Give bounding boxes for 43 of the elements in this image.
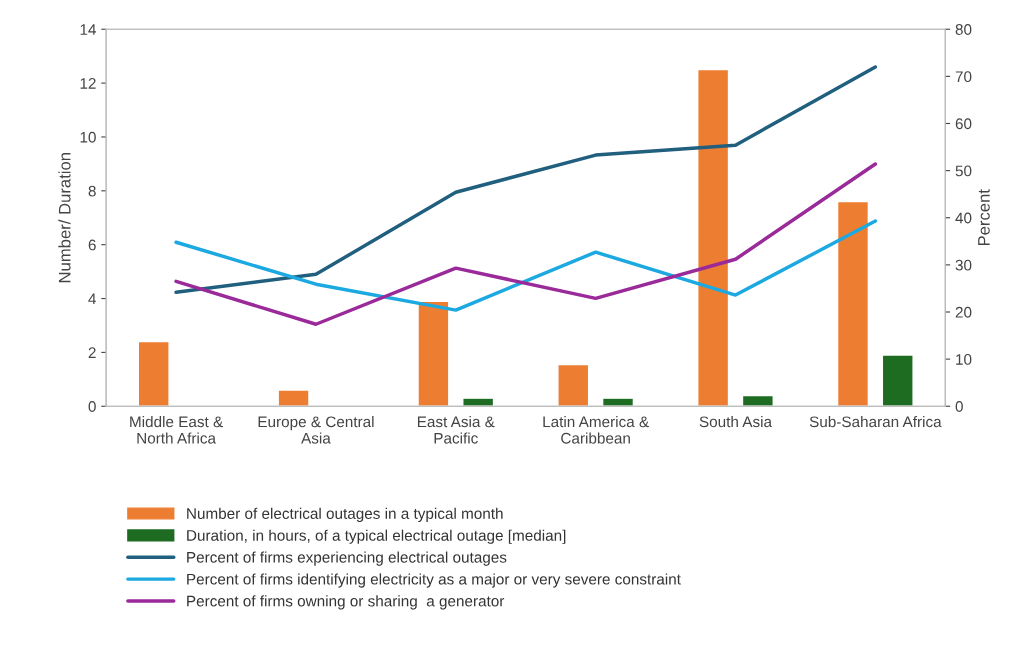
bar bbox=[557, 363, 590, 407]
line-series bbox=[174, 65, 878, 294]
line-series bbox=[174, 162, 878, 326]
y-tick-label: 2 bbox=[88, 347, 96, 358]
x-tick-label: Middle East & North Africa bbox=[130, 415, 223, 444]
y2-tick-label: 60 bbox=[955, 118, 972, 130]
bar bbox=[697, 68, 730, 407]
y2-tick-label: 30 bbox=[955, 259, 972, 271]
y-tick-label: 0 bbox=[88, 401, 96, 412]
legend-label: Percent of firms owning or sharing a generator bbox=[187, 595, 505, 610]
x-tick-label: South Asia bbox=[699, 415, 773, 428]
bar bbox=[137, 340, 170, 407]
y-tick-label: 6 bbox=[88, 239, 96, 251]
y2-axis-title: Percent bbox=[978, 189, 990, 246]
y2-tick-label: 50 bbox=[955, 165, 972, 177]
y2-tick-label: 0 bbox=[955, 401, 963, 412]
y-tick-label: 4 bbox=[88, 293, 96, 305]
bar bbox=[417, 300, 450, 407]
legend-label: Duration, in hours, of a typical electrical outage [median] bbox=[187, 529, 566, 544]
legend-label: Percent of firms identifying electricity as a major or very severe constraint bbox=[187, 573, 681, 588]
y2-tick-label: 20 bbox=[955, 306, 972, 318]
bar bbox=[462, 397, 495, 407]
x-tick-label: Latin America & Caribbean bbox=[543, 415, 649, 444]
y-tick-label: 14 bbox=[80, 24, 96, 35]
legend-label: Percent of firms experiencing electrical outages bbox=[187, 551, 507, 566]
y-tick-label: 10 bbox=[80, 131, 96, 143]
line-series bbox=[174, 219, 878, 312]
y2-tick-label: 40 bbox=[955, 212, 972, 224]
x-tick-label: Sub-Saharan Africa bbox=[809, 415, 942, 428]
x-tick-label: Europe & Central Asia bbox=[258, 415, 374, 444]
y2-tick-label: 70 bbox=[955, 71, 972, 83]
bar bbox=[881, 354, 914, 407]
bar bbox=[601, 397, 635, 407]
legend-label: Number of electrical outages in a typical month bbox=[187, 507, 503, 522]
bar bbox=[836, 200, 870, 407]
bar bbox=[741, 394, 774, 407]
y-tick-label: 12 bbox=[80, 77, 96, 89]
x-tick-label: East Asia & Pacific bbox=[417, 415, 495, 444]
y2-tick-label: 80 bbox=[955, 24, 972, 35]
bar bbox=[277, 389, 310, 407]
y2-tick-label: 10 bbox=[956, 353, 972, 365]
y-axis-title: Number/ Duration bbox=[58, 153, 71, 283]
y-tick-label: 8 bbox=[88, 185, 96, 197]
